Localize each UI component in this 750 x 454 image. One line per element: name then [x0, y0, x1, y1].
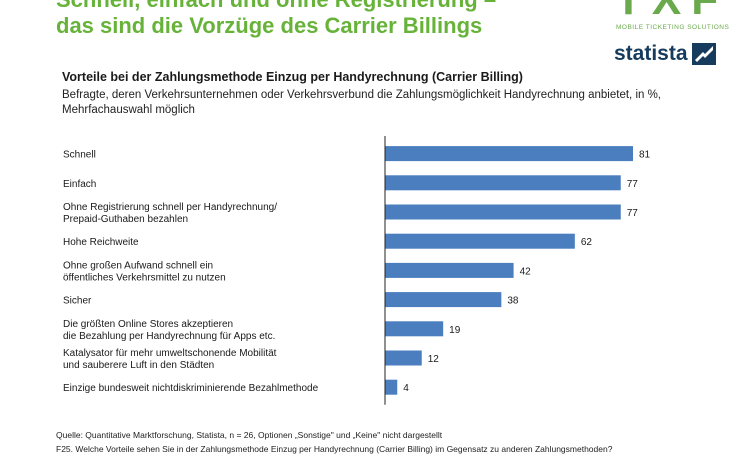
source-note: Quelle: Quantitative Marktforschung, Sta…	[56, 430, 443, 440]
statista-logo: statista	[614, 42, 716, 66]
category-label: Einfach	[63, 179, 96, 190]
bar	[385, 379, 398, 395]
data-label: 77	[627, 208, 639, 219]
headline-line-1: Schnell, einfach und ohne Registrierung …	[56, 0, 496, 13]
data-label: 62	[581, 237, 593, 248]
headline-line-2: das sind die Vorzüge des Carrier Billing…	[56, 13, 483, 38]
chart-subtitle: Befragte, deren Verkehrsunternehmen oder…	[62, 89, 662, 116]
bar	[385, 146, 633, 162]
bar	[385, 233, 575, 249]
bar-chart: 81 Schnell 77 Einfach 77 Ohne Registrierung s…	[63, 136, 651, 405]
category-label: Katalysator für mehr umweltschonende Mob…	[63, 348, 277, 371]
statista-wordmark: statista	[614, 42, 688, 65]
category-label: Schnell	[63, 150, 96, 161]
data-label: 81	[639, 150, 651, 161]
category-label: Hohe Reichweite	[63, 237, 139, 248]
txf-tagline: MOBILE TICKETING SOLUTIONS	[616, 24, 730, 31]
category-label: Sicher	[63, 296, 92, 307]
bar	[385, 321, 444, 337]
bar	[385, 350, 422, 366]
data-label: 77	[627, 179, 639, 190]
category-label: Die größten Online Stores akzeptieren die…	[63, 319, 275, 342]
bar	[385, 204, 621, 220]
question-note: F25. Welche Vorteile sehen Sie in der Za…	[56, 444, 613, 454]
bar	[385, 292, 502, 308]
category-label: Ohne großen Aufwand schnell ein öffentlic…	[63, 260, 226, 283]
data-label: 42	[520, 266, 532, 277]
data-label: 12	[428, 354, 440, 365]
category-label: Ohne Registrierung schnell per Handyrech…	[63, 202, 277, 225]
bar	[385, 262, 514, 278]
chart-title: Vorteile bei der Zahlungsmethode Einzug …	[62, 70, 523, 84]
statista-logo-icon	[691, 43, 716, 65]
category-label: Einzige bundesweit nichtdiskriminierende…	[63, 383, 319, 394]
txf-logo: TXF	[615, 0, 728, 22]
data-label: 4	[403, 383, 409, 394]
data-label: 38	[507, 296, 519, 307]
data-label: 19	[449, 325, 461, 336]
bar	[385, 175, 621, 191]
headline: Schnell, einfach und ohne Registrierung …	[56, 0, 496, 39]
